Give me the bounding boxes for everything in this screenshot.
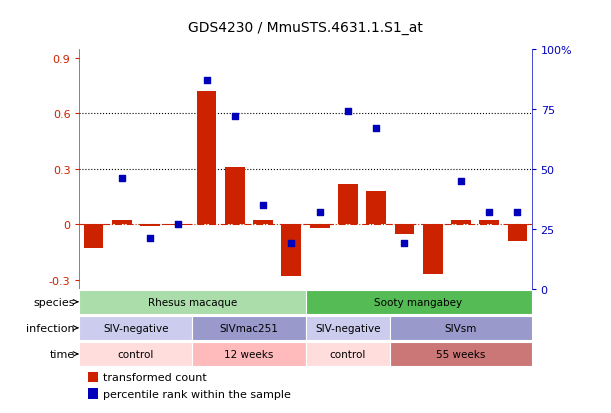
Bar (423, 225, 442, 274)
Text: SIV-negative: SIV-negative (103, 323, 169, 333)
Bar (79, 342, 192, 366)
Point (174, 221, 183, 228)
Bar (84, 225, 103, 249)
Bar (282, 225, 301, 276)
Bar (192, 342, 306, 366)
Point (485, 209, 494, 216)
Bar (306, 316, 390, 340)
Bar (79, 290, 306, 314)
Text: time: time (49, 349, 75, 359)
Point (258, 202, 268, 209)
Text: Rhesus macaque: Rhesus macaque (148, 297, 237, 307)
Text: SIV-negative: SIV-negative (315, 323, 381, 333)
Text: control: control (118, 349, 154, 359)
Point (315, 209, 324, 216)
Point (287, 240, 296, 247)
Point (456, 178, 466, 185)
Bar (306, 342, 390, 366)
Point (513, 209, 522, 216)
Bar (79, 316, 192, 340)
Text: 55 weeks: 55 weeks (436, 349, 486, 359)
Bar (395, 225, 414, 235)
Point (230, 113, 240, 120)
Bar (508, 225, 527, 241)
Bar (451, 221, 471, 225)
Text: percentile rank within the sample: percentile rank within the sample (103, 389, 291, 399)
Bar (140, 225, 160, 226)
Bar (197, 92, 216, 225)
Bar (253, 221, 273, 225)
Point (371, 125, 381, 132)
Bar (390, 342, 532, 366)
Text: SIVsm: SIVsm (445, 323, 477, 333)
Point (343, 109, 353, 115)
Bar (390, 316, 532, 340)
Text: Sooty mangabey: Sooty mangabey (375, 297, 463, 307)
Text: SIVmac251: SIVmac251 (219, 323, 279, 333)
Bar (89, 372, 98, 382)
Point (117, 176, 126, 182)
Text: infection: infection (26, 323, 75, 333)
Bar (310, 225, 329, 228)
Bar (338, 184, 358, 225)
Text: GDS4230 / MmuSTS.4631.1.S1_at: GDS4230 / MmuSTS.4631.1.S1_at (188, 21, 423, 35)
Bar (192, 316, 306, 340)
Bar (112, 221, 132, 225)
Bar (479, 221, 499, 225)
Bar (89, 389, 98, 399)
Point (202, 77, 211, 84)
Bar (366, 192, 386, 225)
Text: species: species (34, 297, 75, 307)
Point (400, 240, 409, 247)
Text: transformed count: transformed count (103, 372, 207, 382)
Text: control: control (330, 349, 366, 359)
Text: 12 weeks: 12 weeks (224, 349, 274, 359)
Bar (225, 168, 245, 225)
Point (145, 235, 155, 242)
Bar (306, 290, 532, 314)
